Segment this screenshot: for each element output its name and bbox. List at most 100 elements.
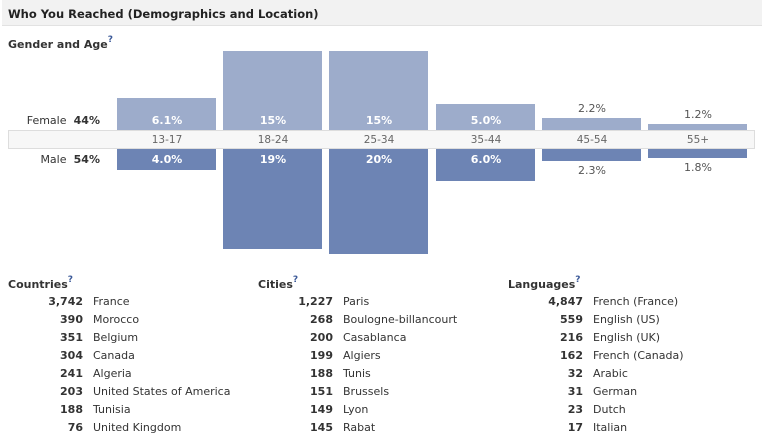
cities-row: 145 Rabat xyxy=(253,421,493,439)
item-name: Morocco xyxy=(93,313,140,326)
item-name: Algiers xyxy=(343,349,381,362)
item-name: German xyxy=(593,385,638,398)
languages-row: 31 German xyxy=(503,385,743,403)
count: 203 xyxy=(60,385,83,398)
cities-title: Cities? xyxy=(258,275,299,291)
help-icon[interactable]: ? xyxy=(575,275,581,285)
count: 199 xyxy=(310,349,333,362)
female-value-label: 5.0% xyxy=(470,114,502,127)
age-label: 18-24 xyxy=(257,134,289,146)
help-icon[interactable]: ? xyxy=(292,275,299,285)
languages-row: 559 English (US) xyxy=(503,313,743,331)
item-name: Casablanca xyxy=(343,331,407,344)
age-label: 45-54 xyxy=(576,134,608,146)
item-name: Tunis xyxy=(343,367,371,380)
item-name: United Kingdom xyxy=(93,421,182,434)
female-value-label: 2.2% xyxy=(578,102,606,115)
cities-row: 149 Lyon xyxy=(253,403,493,421)
cities-row: 188 Tunis xyxy=(253,367,493,385)
age-label: 13-17 xyxy=(151,134,183,146)
count: 31 xyxy=(567,385,583,398)
countries-row: 304 Canada xyxy=(3,349,243,367)
count: 23 xyxy=(567,403,583,416)
female-value-label: 6.1% xyxy=(151,114,183,127)
cities-row: 200 Casablanca xyxy=(253,331,493,349)
count: 268 xyxy=(310,313,333,326)
countries-row: 3,742 France xyxy=(3,295,243,313)
count: 17 xyxy=(567,421,583,434)
count: 200 xyxy=(310,331,333,344)
female-value-label: 15% xyxy=(365,114,393,127)
male-bar xyxy=(648,149,747,158)
item-name: France xyxy=(93,295,130,308)
female-bar xyxy=(542,118,641,130)
count: 149 xyxy=(310,403,333,416)
count: 216 xyxy=(560,331,583,344)
item-name: Arabic xyxy=(593,367,628,380)
age-label: 35-44 xyxy=(470,134,502,146)
languages-title: Languages? xyxy=(508,275,581,291)
count: 559 xyxy=(560,313,583,326)
female-bar xyxy=(329,51,428,130)
help-icon[interactable]: ? xyxy=(107,35,113,45)
item-name: Paris xyxy=(343,295,370,308)
item-name: Rabat xyxy=(343,421,376,434)
item-name: Algeria xyxy=(93,367,132,380)
item-name: Canada xyxy=(93,349,135,362)
count: 351 xyxy=(60,331,83,344)
cities-row: 199 Algiers xyxy=(253,349,493,367)
cities-row: 1,227 Paris xyxy=(253,295,493,313)
item-name: English (US) xyxy=(593,313,660,326)
count: 1,227 xyxy=(298,295,333,308)
female-bar xyxy=(223,51,322,130)
languages-row: 216 English (UK) xyxy=(503,331,743,349)
count: 188 xyxy=(60,403,83,416)
age-label: 25-34 xyxy=(363,134,395,146)
count: 32 xyxy=(567,367,583,380)
male-value-label: 4.0% xyxy=(151,153,183,166)
countries-row: 188 Tunisia xyxy=(3,403,243,421)
cities-row: 268 Boulogne-billancourt xyxy=(253,313,493,331)
cities-row: 151 Brussels xyxy=(253,385,493,403)
countries-row: 241 Algeria xyxy=(3,367,243,385)
female-bar xyxy=(117,98,216,130)
languages-row: 32 Arabic xyxy=(503,367,743,385)
item-name: French (Canada) xyxy=(593,349,684,362)
item-name: Dutch xyxy=(593,403,626,416)
male-value-label: 6.0% xyxy=(470,153,502,166)
male-value-label: 2.3% xyxy=(578,164,606,177)
count: 151 xyxy=(310,385,333,398)
languages-row: 23 Dutch xyxy=(503,403,743,421)
item-name: Italian xyxy=(593,421,628,434)
item-name: Boulogne-billancourt xyxy=(343,313,458,326)
languages-row: 162 French (Canada) xyxy=(503,349,743,367)
item-name: United States of America xyxy=(93,385,231,398)
count: 304 xyxy=(60,349,83,362)
male-value-label: 20% xyxy=(365,153,393,166)
female-label: Female 44% xyxy=(26,114,100,127)
age-axis xyxy=(8,130,755,149)
count: 162 xyxy=(560,349,583,362)
item-name: English (UK) xyxy=(593,331,661,344)
count: 145 xyxy=(310,421,333,434)
countries-row: 351 Belgium xyxy=(3,331,243,349)
count: 390 xyxy=(60,313,83,326)
male-bar xyxy=(542,149,641,161)
age-label: 55+ xyxy=(686,134,710,146)
male-value-label: 1.8% xyxy=(684,161,712,174)
item-name: Brussels xyxy=(343,385,390,398)
count: 188 xyxy=(310,367,333,380)
count: 4,847 xyxy=(548,295,583,308)
female-value-label: 15% xyxy=(259,114,287,127)
gender-age-title: Gender and Age? xyxy=(8,35,113,51)
female-bar xyxy=(648,124,747,130)
help-icon[interactable]: ? xyxy=(67,275,73,285)
section-header: Who You Reached (Demographics and Locati… xyxy=(2,0,762,26)
male-bar xyxy=(223,149,322,249)
countries-title: Countries? xyxy=(8,275,73,291)
item-name: Belgium xyxy=(93,331,139,344)
count: 241 xyxy=(60,367,83,380)
female-value-label: 1.2% xyxy=(684,108,712,121)
item-name: Lyon xyxy=(343,403,369,416)
male-value-label: 19% xyxy=(259,153,287,166)
